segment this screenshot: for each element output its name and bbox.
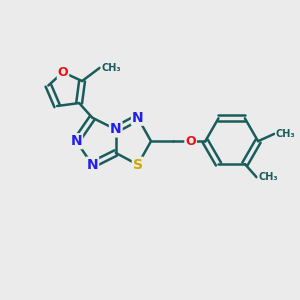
Text: CH₃: CH₃ [101,63,121,73]
Text: N: N [86,158,98,172]
Text: CH₃: CH₃ [276,129,295,139]
Text: O: O [58,66,68,79]
Text: S: S [133,158,143,172]
Text: CH₃: CH₃ [258,172,278,182]
Text: N: N [132,111,144,125]
Text: N: N [110,122,122,136]
Text: N: N [70,134,82,148]
Text: O: O [185,135,196,148]
